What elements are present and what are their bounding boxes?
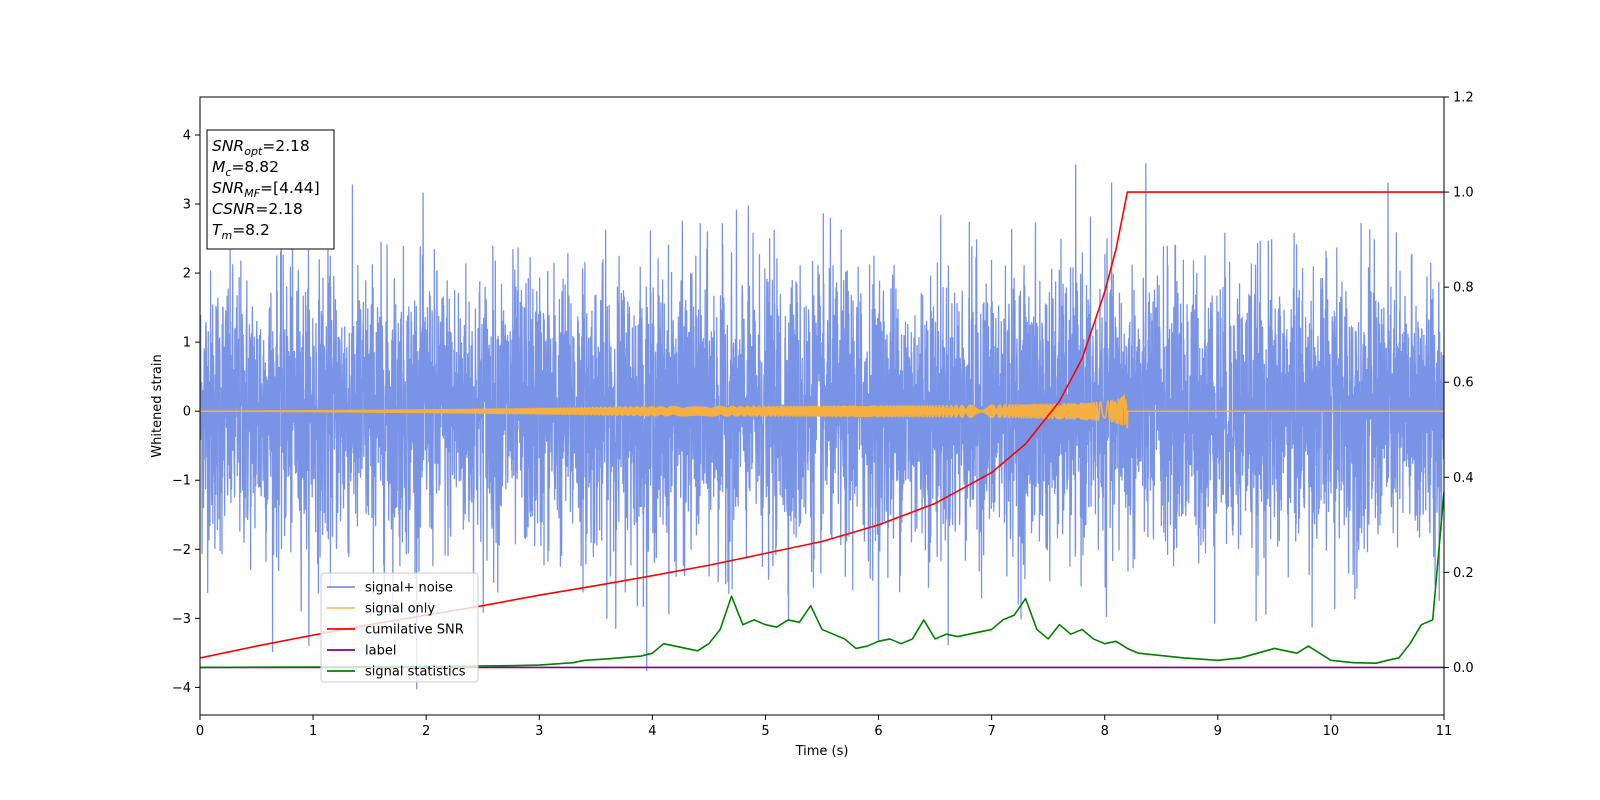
legend-entry-label: signal only xyxy=(365,602,435,617)
series-line-signal-noise xyxy=(200,163,1444,690)
y-left-tick-label: −3 xyxy=(172,612,191,627)
x-tick-label: 7 xyxy=(987,724,995,739)
x-tick-label: 0 xyxy=(196,724,204,739)
x-tick-label: 6 xyxy=(874,724,882,739)
info-symbol: T xyxy=(212,221,223,239)
info-line: CSNR=2.18 xyxy=(212,200,303,218)
info-subscript: opt xyxy=(244,145,263,158)
series-line-signal-statistics xyxy=(200,491,1444,669)
y-left-tick-label: 2 xyxy=(183,267,191,282)
info-value: =2.18 xyxy=(262,137,310,155)
info-value: =8.2 xyxy=(232,221,270,239)
x-tick-label: 3 xyxy=(535,724,543,739)
x-tick-label: 1 xyxy=(309,724,317,739)
x-tick-label: 5 xyxy=(761,724,769,739)
legend-entry-label: signal+ noise xyxy=(365,581,453,596)
legend-entry-label: label xyxy=(365,644,396,659)
info-line: Tm=8.2 xyxy=(212,221,270,242)
legend-entry-label: signal statistics xyxy=(365,665,466,680)
y-left-tick-label: 3 xyxy=(183,198,191,213)
series-line-signal-only xyxy=(200,394,1444,429)
y-left-tick-label: 0 xyxy=(183,405,191,420)
info-line: SNRMF=[4.44] xyxy=(212,179,320,200)
x-tick-label: 2 xyxy=(422,724,430,739)
y-right-tick-label: 1.2 xyxy=(1453,91,1474,106)
legend: signal+ noise signal only cumilative SNR la… xyxy=(320,572,479,683)
info-box-frame xyxy=(206,129,335,250)
x-tick-label: 11 xyxy=(1436,724,1453,739)
x-tick-label: 4 xyxy=(648,724,656,739)
info-symbol: SNR xyxy=(212,179,244,197)
x-tick-label: 10 xyxy=(1323,724,1340,739)
info-value: =[4.44] xyxy=(260,179,320,197)
info-subscript: m xyxy=(221,229,232,242)
y-right-tick-label: 0.4 xyxy=(1453,471,1474,486)
info-value: =2.18 xyxy=(255,200,303,218)
y-left-tick-label: −1 xyxy=(172,474,191,489)
y-axis-label: Whitened strain xyxy=(150,354,165,457)
y-right-tick-label: 0.2 xyxy=(1453,566,1474,581)
info-box: SNRopt=2.18Mc=8.82SNRMF=[4.44]CSNR=2.18T… xyxy=(206,129,335,250)
y-right-tick-label: 0.6 xyxy=(1453,376,1474,391)
y-left-tick-label: 4 xyxy=(183,128,191,143)
y-right-tick-label: 0.0 xyxy=(1453,661,1474,676)
info-symbol: SNR xyxy=(212,137,244,155)
y-right-tick-label: 0.8 xyxy=(1453,281,1474,296)
x-tick-label: 9 xyxy=(1214,724,1222,739)
info-subscript: c xyxy=(225,166,231,179)
legend-entry-label: cumilative SNR xyxy=(365,623,464,638)
info-subscript: MF xyxy=(244,187,260,200)
plot-frame xyxy=(199,96,1445,716)
ticks-layer: 0 1 2 3 4 5 6 7 8 9 10 11 −4 −3 −2 −1 0 1 2 3 4 0.0 0.2 0.4 0.6 0… xyxy=(172,91,1474,740)
info-symbol: M xyxy=(212,158,225,176)
y-left-tick-label: 1 xyxy=(183,336,191,351)
x-tick-label: 8 xyxy=(1101,724,1109,739)
info-value: =8.82 xyxy=(231,158,279,176)
y-left-tick-label: −4 xyxy=(172,681,191,696)
y-right-tick-label: 1.0 xyxy=(1453,186,1474,201)
x-axis-label: Time (s) xyxy=(795,744,849,759)
y-left-tick-label: −2 xyxy=(172,543,191,558)
info-line: SNRopt=2.18 xyxy=(212,137,310,158)
info-symbol: CSNR xyxy=(212,200,255,218)
info-line: Mc=8.82 xyxy=(212,158,279,179)
legend-frame xyxy=(320,572,479,683)
